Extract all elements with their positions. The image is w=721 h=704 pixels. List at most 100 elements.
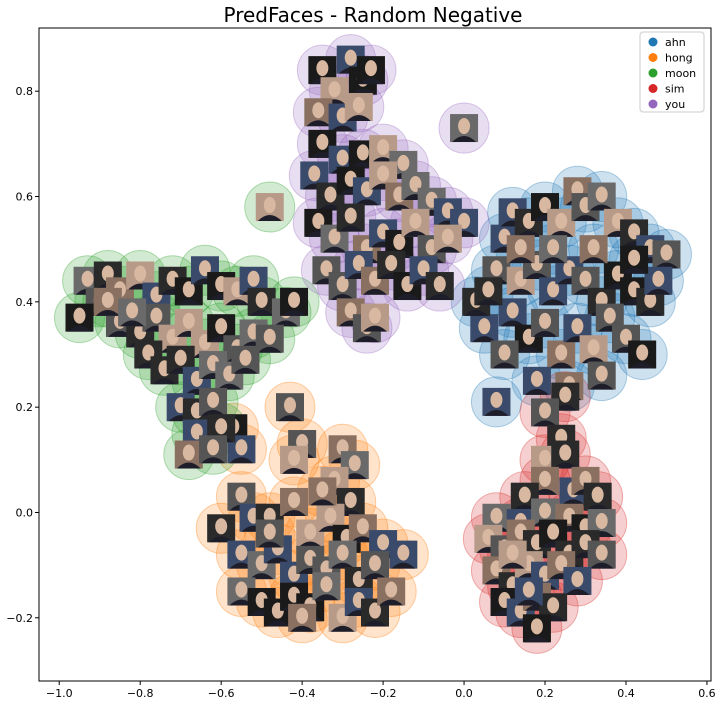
y-axis: −0.2 0.0 0.2 0.4 0.6 0.8: [6, 85, 39, 625]
plot-area: [53, 34, 692, 654]
point-ahn-9: [563, 177, 592, 206]
point-ahn-15: [652, 240, 681, 269]
legend-marker-moon: [648, 68, 658, 78]
point-ahn-25: [498, 298, 527, 327]
point-ahn-28: [547, 340, 576, 369]
point-moon-33: [231, 345, 260, 374]
point-moon-16: [280, 287, 309, 316]
x-axis: −1.0 −0.8 −0.6 −0.4 −0.2 0.0 0.2 0.4 0.6: [46, 681, 716, 700]
point-you-30: [401, 208, 430, 237]
point-hong-26: [328, 540, 357, 569]
point-ahn-39: [539, 235, 568, 264]
point-hong-4: [280, 445, 309, 474]
legend-marker-hong: [648, 53, 658, 62]
chart-title: PredFaces - Random Negative: [224, 3, 523, 27]
point-you-5: [304, 98, 333, 127]
point-moon-14: [247, 287, 276, 316]
point-hong-19: [389, 540, 418, 569]
point-sim-29: [563, 566, 592, 595]
point-ahn-35: [490, 340, 519, 369]
point-you-26: [336, 203, 365, 232]
point-moon-0: [255, 193, 284, 222]
point-ahn-43: [620, 245, 649, 274]
x-tick-label: 0.4: [617, 687, 635, 700]
point-hong-6: [340, 451, 369, 480]
point-you-7: [344, 92, 373, 121]
point-moon-39: [174, 440, 203, 469]
legend-label-you: you: [665, 98, 685, 111]
point-hong-28: [361, 551, 389, 580]
thumbnail-layer: [65, 45, 681, 643]
point-sim-0: [551, 382, 580, 411]
legend-label-ahn: ahn: [665, 36, 686, 49]
point-you-23: [450, 208, 479, 237]
point-ahn-5: [498, 198, 527, 227]
point-you-43: [361, 303, 389, 332]
y-tick-label: 0.6: [16, 191, 34, 204]
x-tick-label: −0.4: [289, 687, 316, 700]
x-tick-label: −0.2: [370, 687, 397, 700]
point-you-33: [312, 256, 341, 285]
legend-marker-you: [648, 99, 658, 109]
point-moon-42: [118, 298, 147, 327]
x-tick-label: 0.0: [455, 687, 473, 700]
point-you-32: [433, 224, 462, 253]
point-ahn-27: [531, 308, 560, 337]
x-tick-label: 0.2: [536, 687, 554, 700]
y-tick-label: 0.2: [16, 401, 34, 414]
x-tick-label: −1.0: [46, 687, 73, 700]
legend: ahn hong moon sim you: [639, 31, 705, 113]
point-you-40: [425, 272, 454, 301]
point-hong-0: [275, 393, 304, 422]
point-sim-34: [522, 614, 551, 643]
point-ahn-0: [482, 387, 511, 416]
point-sim-36: [514, 577, 543, 606]
point-ahn-18: [539, 277, 568, 306]
point-ahn-8: [547, 208, 576, 237]
y-tick-label: −0.2: [6, 612, 33, 625]
point-moon-3: [65, 303, 94, 332]
point-moon-26: [255, 324, 284, 353]
point-ahn-26: [514, 324, 543, 353]
point-hong-2: [227, 435, 256, 464]
point-hong-11: [207, 514, 236, 543]
x-tick-label: 0.6: [698, 687, 716, 700]
point-moon-10: [190, 256, 219, 285]
point-ahn-36: [522, 366, 551, 395]
point-ahn-11: [587, 182, 616, 211]
point-hong-29: [227, 577, 256, 606]
point-hong-13: [280, 487, 309, 516]
point-sim-23: [587, 540, 616, 569]
legend-label-hong: hong: [665, 52, 693, 65]
point-sim-5: [531, 466, 560, 495]
point-you-4: [356, 56, 385, 85]
point-sim-1: [531, 398, 560, 427]
point-moon-36: [199, 387, 228, 416]
point-moon-41: [93, 287, 122, 316]
point-moon-28: [150, 356, 179, 385]
point-you-17: [352, 177, 381, 206]
point-sim-4: [551, 440, 580, 469]
y-tick-label: 0.4: [16, 296, 34, 309]
point-ahn-41: [506, 235, 535, 264]
point-hong-39: [288, 603, 317, 632]
point-ahn-34: [644, 266, 673, 295]
x-tick-label: −0.8: [127, 687, 154, 700]
legend-marker-sim: [648, 84, 658, 93]
point-ahn-40: [579, 235, 608, 264]
point-hong-41: [308, 477, 337, 506]
point-hong-34: [312, 572, 341, 601]
legend-label-moon: moon: [665, 67, 696, 80]
point-you-9: [308, 129, 337, 158]
point-hong-37: [361, 598, 389, 627]
point-moon-40: [199, 435, 228, 464]
legend-box: [639, 31, 705, 113]
point-ahn-42: [474, 277, 503, 306]
point-hong-40: [255, 519, 284, 548]
point-hong-38: [377, 577, 406, 606]
x-tick-label: −0.6: [208, 687, 235, 700]
y-tick-label: 0.8: [16, 85, 34, 98]
point-sim-9: [583, 482, 612, 511]
point-you-8: [450, 114, 479, 143]
